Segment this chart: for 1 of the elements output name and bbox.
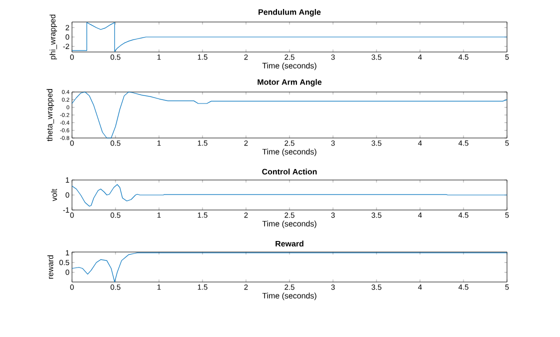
line-series (72, 184, 508, 207)
